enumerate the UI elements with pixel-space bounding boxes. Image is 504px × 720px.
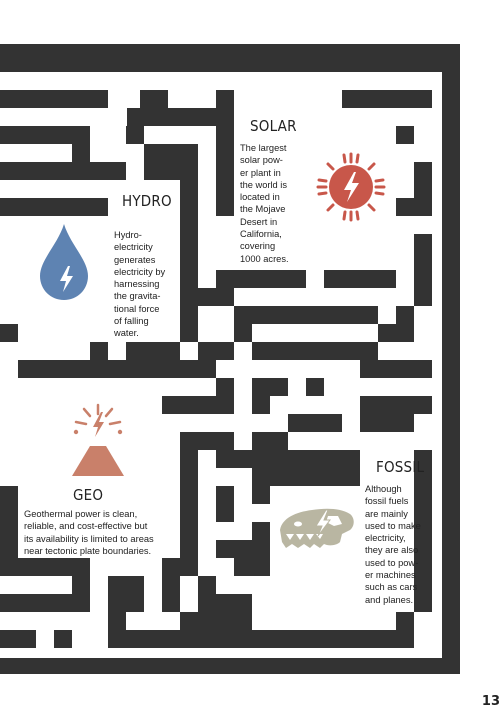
hydro-text: Hydro- electricity generates electricity…	[114, 229, 184, 340]
fossil-line: fossil fuels	[365, 496, 409, 507]
fossil-panel-top	[360, 450, 414, 490]
solar-line: The largest	[240, 143, 287, 153]
hydro-panel-top	[108, 180, 180, 220]
dinosaur-skull-lightning-icon	[280, 508, 354, 548]
solar-line: covering	[240, 241, 276, 252]
solar-line: the Mojave	[240, 204, 286, 215]
hydro-line: the gravita-	[114, 291, 161, 302]
fossil-line: used to make	[365, 520, 421, 531]
hydro-line: Hydro-	[114, 230, 142, 240]
solar-title: SOLAR	[250, 117, 297, 135]
fossil-text: Although fossil fuels are mainly used to…	[365, 483, 437, 606]
geo-line: reliable, and cost-effective but	[24, 521, 148, 532]
hydro-line: generates	[114, 254, 156, 265]
sun-lightning-icon	[316, 152, 386, 222]
fossil-line: such as cars	[365, 582, 418, 593]
solar-text: The largest solar pow- er plant in the w…	[240, 142, 324, 265]
hydro-line: tional force	[114, 303, 160, 314]
fossil-line: electricity,	[365, 533, 406, 544]
geo-line: near tectonic plate boundaries.	[24, 545, 152, 556]
hydro-line: electricity	[114, 242, 153, 253]
solar-line: 1000 acres.	[240, 253, 289, 264]
solar-line: solar pow-	[240, 155, 283, 166]
volcano-lightning-icon	[72, 403, 124, 476]
fossil-line: they are also	[365, 545, 419, 556]
geo-title: GEO	[73, 486, 104, 504]
fossil-line: used to pow-	[365, 557, 419, 568]
geo-panel-bottom	[18, 486, 180, 558]
hydro-line: electricity by	[114, 266, 166, 277]
hydro-line: water.	[114, 328, 139, 339]
fossil-line: Although	[365, 484, 402, 494]
fossil-line: and planes.	[365, 594, 414, 605]
hydro-line: harnessing	[114, 279, 160, 290]
solar-line: California,	[240, 229, 282, 240]
water-drop-lightning-icon	[40, 224, 88, 300]
fossil-panel	[270, 486, 414, 612]
fossil-line: are mainly	[365, 508, 408, 519]
geo-line: Geothermal power is clean,	[24, 509, 138, 519]
solar-line: Desert in	[240, 216, 278, 227]
solar-line: the world is	[240, 179, 288, 190]
maze-paths	[0, 72, 442, 658]
solar-line: er plant in	[240, 167, 281, 178]
hydro-line: of falling	[114, 316, 149, 327]
page-number: 13	[481, 694, 500, 709]
hydro-title: HYDRO	[122, 192, 172, 210]
geo-text: Geothermal power is clean, reliable, and…	[24, 508, 174, 557]
solar-line: located in	[240, 192, 280, 203]
fossil-title: FOSSIL	[376, 458, 425, 476]
geo-line: its availability is limited to areas	[24, 533, 154, 544]
fossil-line: er machines	[365, 570, 416, 581]
